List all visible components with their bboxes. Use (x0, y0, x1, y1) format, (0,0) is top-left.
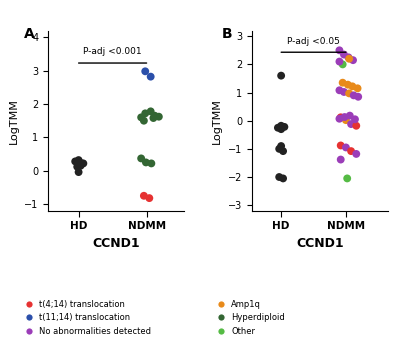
Point (346, 113, 353, 118)
Point (338, 157, 344, 162)
Point (338, 143, 344, 148)
Point (148, 161, 154, 166)
Point (79, 161, 85, 166)
Point (138, 156, 144, 161)
Point (72, 159, 78, 164)
Point (348, 121, 354, 127)
Point (344, 176, 350, 181)
Point (148, 109, 154, 114)
Point (336, 116, 343, 121)
Point (278, 123, 284, 129)
Point (336, 59, 343, 64)
Point (342, 114, 348, 120)
X-axis label: CCND1: CCND1 (296, 237, 344, 250)
Point (353, 123, 360, 129)
Point (278, 73, 284, 78)
Point (276, 174, 282, 180)
Point (349, 84, 356, 89)
Point (280, 176, 286, 181)
Point (346, 91, 352, 96)
Text: B: B (222, 27, 233, 41)
Point (150, 115, 157, 121)
Point (353, 151, 360, 157)
Point (75, 157, 82, 163)
Point (343, 145, 349, 150)
Point (355, 94, 362, 100)
Point (338, 115, 344, 120)
Point (341, 89, 347, 95)
Point (138, 115, 144, 120)
Point (141, 118, 147, 123)
Point (142, 110, 148, 116)
Point (350, 92, 357, 98)
Point (281, 124, 288, 130)
Point (276, 146, 282, 152)
Point (75, 169, 82, 175)
Legend: Amp1q, Hyperdiploid, Other: Amp1q, Hyperdiploid, Other (212, 300, 285, 336)
Point (156, 114, 162, 119)
Point (340, 62, 346, 67)
Point (146, 195, 152, 201)
Point (346, 56, 352, 62)
Y-axis label: LogTMM: LogTMM (212, 98, 222, 143)
Point (340, 80, 346, 85)
Point (142, 69, 148, 74)
Point (345, 82, 351, 87)
X-axis label: CCND1: CCND1 (92, 237, 140, 250)
Point (148, 74, 154, 79)
Text: P-adj <0.05: P-adj <0.05 (287, 37, 340, 46)
Point (80, 161, 86, 166)
Point (352, 117, 358, 122)
Point (275, 125, 281, 131)
Text: P-adj <0.001: P-adj <0.001 (83, 47, 142, 56)
Point (78, 163, 84, 169)
Point (336, 88, 343, 93)
Point (348, 148, 354, 154)
Point (280, 148, 286, 154)
Legend: t(4;14) translocation, t(11;14) translocation, No abnormalities detected: t(4;14) translocation, t(11;14) transloc… (20, 300, 151, 336)
Point (278, 126, 284, 132)
Point (350, 57, 356, 63)
Point (343, 117, 349, 123)
Point (141, 193, 147, 199)
Point (336, 48, 343, 53)
Y-axis label: LogTMM: LogTMM (8, 98, 18, 143)
Point (74, 164, 80, 169)
Point (152, 113, 158, 118)
Text: A: A (24, 27, 34, 41)
Point (143, 160, 149, 165)
Point (354, 86, 361, 91)
Point (345, 55, 352, 60)
Point (341, 52, 347, 57)
Point (278, 143, 284, 149)
